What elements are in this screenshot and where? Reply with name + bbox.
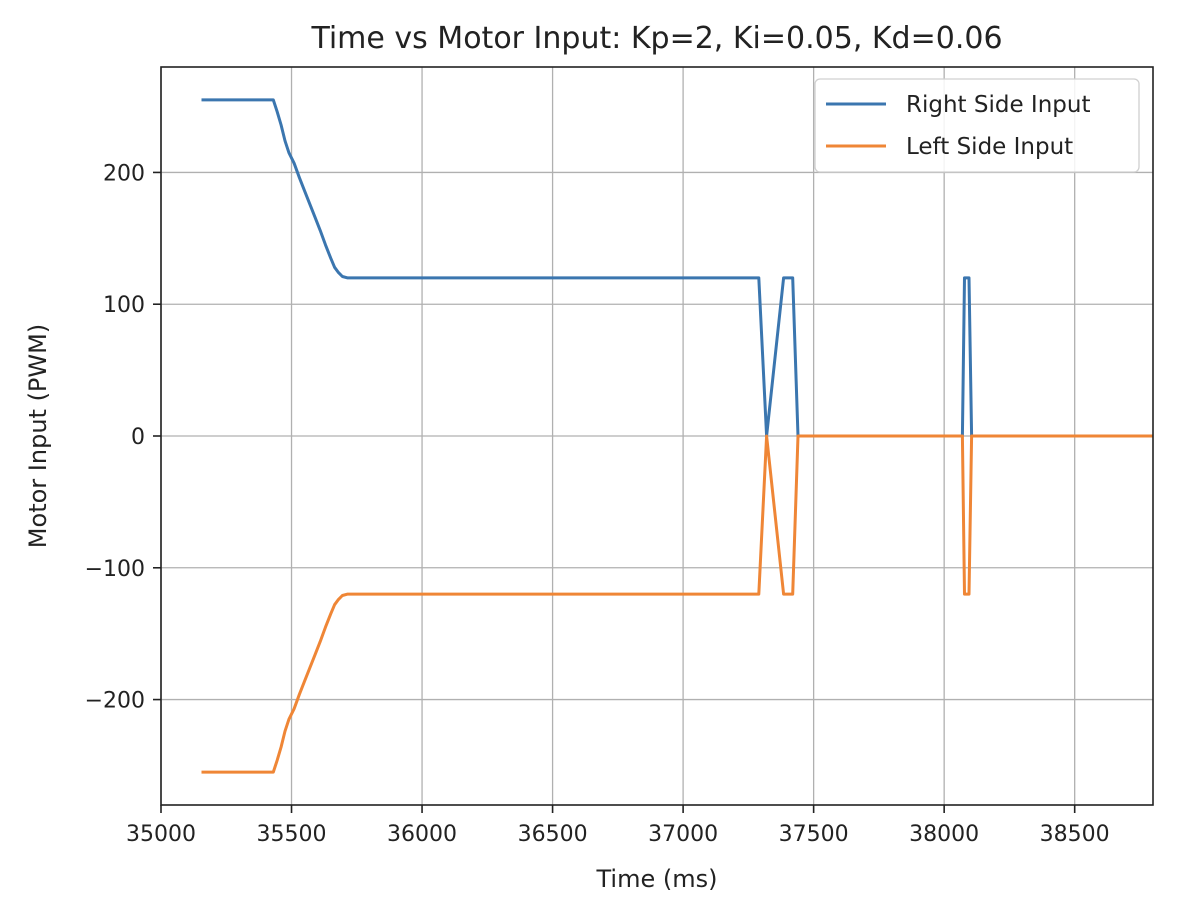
legend: Right Side Input Left Side Input	[814, 78, 1140, 173]
x-tick-label: 36000	[387, 822, 457, 847]
x-tick-label: 35000	[126, 822, 196, 847]
y-tick-label: 200	[103, 161, 145, 186]
x-tick-label: 37500	[779, 822, 849, 847]
legend-box	[814, 78, 1140, 173]
x-tick-label: 38000	[909, 822, 979, 847]
y-tick-label: −100	[85, 557, 145, 582]
series-line-left-side	[201, 434, 1153, 774]
x-axis-label: Time (ms)	[596, 865, 718, 893]
legend-label-right-side: Right Side Input	[906, 92, 1090, 118]
y-tick-label: 0	[131, 425, 145, 450]
x-tick-label: 37000	[648, 822, 718, 847]
series-lines	[201, 98, 1153, 774]
y-axis-label: Motor Input (PWM)	[24, 324, 52, 548]
y-tick-label: −200	[85, 689, 145, 714]
x-tick-label: 38500	[1040, 822, 1110, 847]
x-tick-label: 36500	[518, 822, 588, 847]
x-tick-label: 35500	[257, 822, 327, 847]
y-tick-label: 100	[103, 293, 145, 318]
y-axis-ticks: −200 −100 0 100 200	[85, 161, 161, 714]
chart-title: Time vs Motor Input: Kp=2, Ki=0.05, Kd=0…	[310, 21, 1002, 56]
x-axis-ticks: 35000 35500 36000 36500 37000 37500 38000 38500	[126, 805, 1110, 847]
legend-label-left-side: Left Side Input	[906, 134, 1073, 160]
